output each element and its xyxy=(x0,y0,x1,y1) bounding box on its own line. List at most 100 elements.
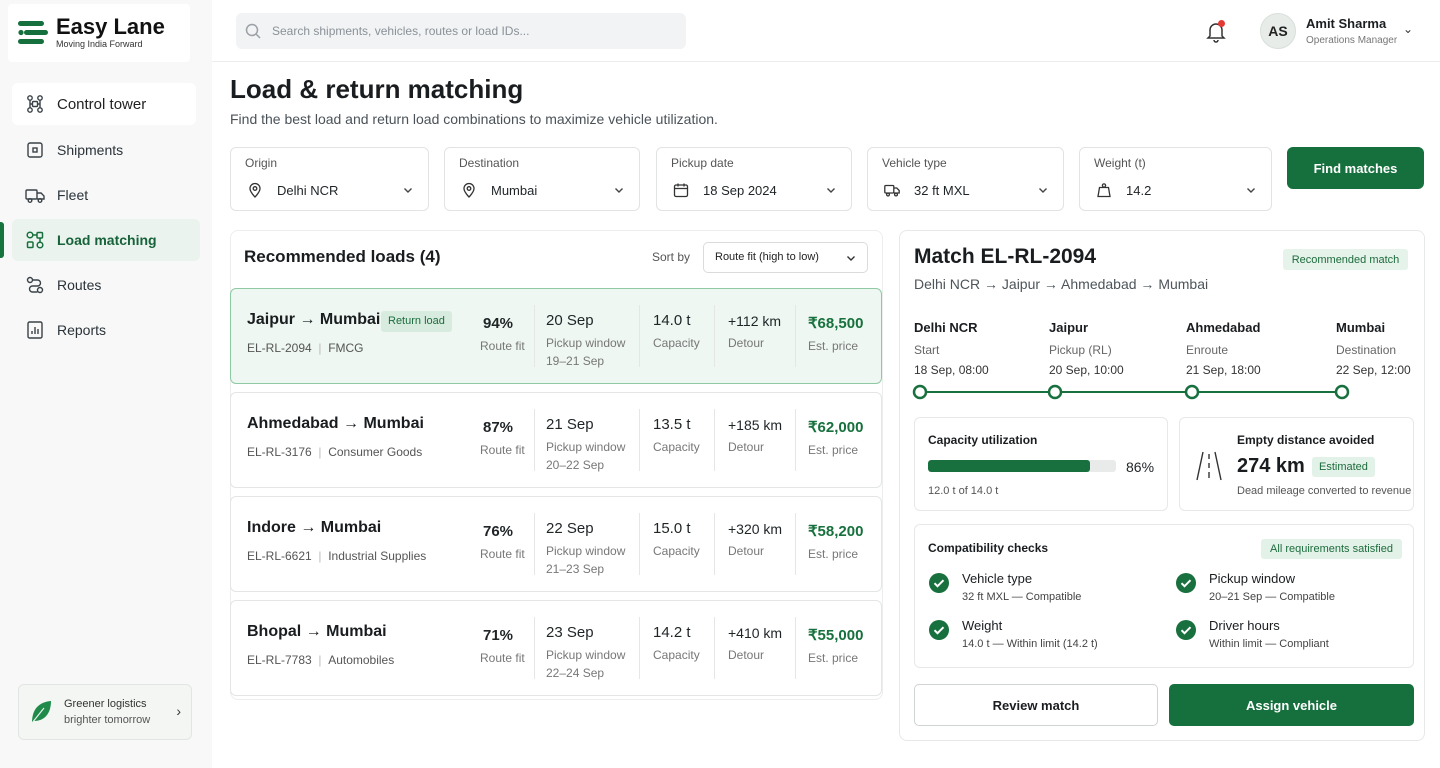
check-circle-icon xyxy=(1176,573,1196,593)
load-card[interactable]: Jaipur → Mumbai Return load EL-RL-2094 |… xyxy=(230,288,882,384)
weight-label: Weight (t) xyxy=(1094,156,1146,170)
brand-name: Easy Lane xyxy=(56,14,165,39)
chevron-down-icon xyxy=(615,188,623,193)
check-label: Driver hours xyxy=(1209,618,1280,633)
sidebar-item-shipments[interactable]: Shipments xyxy=(12,129,200,171)
weight-select[interactable]: Weight (t) 14.2 xyxy=(1079,147,1272,211)
assign-vehicle-button[interactable]: Assign vehicle xyxy=(1169,684,1414,726)
sidebar-item-label: Routes xyxy=(57,277,102,293)
page-subtitle: Find the best load and return load combi… xyxy=(230,111,718,127)
route-fit-label: Route fit xyxy=(480,443,525,457)
origin-select[interactable]: Origin Delhi NCR xyxy=(230,147,429,211)
box-icon xyxy=(24,139,46,161)
user-name[interactable]: Amit Sharma xyxy=(1306,16,1387,31)
detour-label: Detour xyxy=(728,648,765,662)
sidebar-item-label: Fleet xyxy=(57,187,89,203)
timeline-node xyxy=(1047,384,1063,400)
destination-select[interactable]: Destination Mumbai xyxy=(444,147,640,211)
leaf-icon xyxy=(31,701,51,724)
check-value: Within limit — Compliant xyxy=(1209,638,1329,650)
sidebar-item-load-matching[interactable]: Load matching xyxy=(12,219,200,261)
route-fit-value: 87% xyxy=(483,419,514,436)
sidebar-item-routes[interactable]: Routes xyxy=(12,264,200,306)
green-logistics-card[interactable]: Greener logistics brighter tomorrow › xyxy=(18,684,192,740)
capacity-value: 14.2 t xyxy=(653,624,691,641)
sidebar-item-reports[interactable]: Reports xyxy=(12,309,200,351)
divider xyxy=(534,409,535,471)
timeline-stop: Ahmedabad Enroute 21 Sep, 18:00 xyxy=(1186,320,1261,377)
promo-line-2: brighter tomorrow xyxy=(64,714,151,726)
match-route: Delhi NCR → Jaipur → Ahmedabad → Mumbai xyxy=(914,276,1209,292)
load-route: Ahmedabad → Mumbai xyxy=(247,415,424,432)
capacity-detail: 12.0 t of 14.0 t xyxy=(928,485,999,497)
estimated-badge: Estimated xyxy=(1312,457,1375,477)
capacity-value: 14.0 t xyxy=(653,312,691,329)
load-card[interactable]: Ahmedabad → Mumbai EL-RL-3176 | Consumer… xyxy=(230,392,882,488)
detour-label: Detour xyxy=(728,544,765,558)
stop-time: 21 Sep, 18:00 xyxy=(1186,363,1261,377)
capacity-utilization-card: Capacity utilization 86% 12.0 t of 14.0 … xyxy=(914,417,1168,511)
brand-tagline: Moving India Forward xyxy=(56,39,143,49)
detour-label: Detour xyxy=(728,336,765,350)
location-pin-icon xyxy=(463,182,475,198)
check-value: 20–21 Sep — Compatible xyxy=(1209,591,1335,603)
est-price-label: Est. price xyxy=(808,339,859,353)
divider xyxy=(639,305,640,367)
capacity-value: 13.5 t xyxy=(653,416,691,433)
divider xyxy=(534,617,535,679)
header-divider xyxy=(212,61,1440,62)
load-card[interactable]: Bhopal → Mumbai EL-RL-7783 | Automobiles… xyxy=(230,600,882,696)
divider xyxy=(714,617,715,679)
stop-role: Destination xyxy=(1336,343,1397,357)
pickup-window-range: 22–24 Sep xyxy=(546,666,605,680)
pickup-date: 21 Sep xyxy=(546,416,594,433)
load-id: EL-RL-6621 | Industrial Supplies xyxy=(247,549,427,563)
empty-distance-card: Empty distance avoided 274 km Estimated … xyxy=(1179,417,1414,511)
stop-role: Pickup (RL) xyxy=(1049,343,1112,357)
detour-value: +320 km xyxy=(728,521,783,537)
sidebar-item-control-tower[interactable]: Control tower xyxy=(12,83,196,125)
sort-select[interactable]: Route fit (high to low) xyxy=(703,242,868,273)
load-card[interactable]: Indore → Mumbai EL-RL-6621 | Industrial … xyxy=(230,496,882,592)
stop-role: Start xyxy=(914,343,940,357)
truck-icon xyxy=(24,184,46,206)
brand[interactable]: Easy Lane Moving India Forward xyxy=(8,4,190,62)
location-pin-icon xyxy=(249,182,261,198)
page-title: Load & return matching xyxy=(230,74,524,104)
stop-name: Ahmedabad xyxy=(1186,320,1261,335)
find-matches-button[interactable]: Find matches xyxy=(1287,147,1424,189)
empty-distance-detail: Dead mileage converted to revenue xyxy=(1237,485,1412,497)
avatar[interactable]: AS xyxy=(1260,13,1296,49)
vehicle-type-value: 32 ft MXL xyxy=(914,183,970,198)
divider xyxy=(714,513,715,575)
network-icon xyxy=(24,93,46,115)
pickup-window-label: Pickup window xyxy=(546,544,626,558)
destination-value: Mumbai xyxy=(491,183,538,198)
capacity-progress-bar xyxy=(928,460,1116,472)
capacity-value: 15.0 t xyxy=(653,520,691,537)
detour-value: +112 km xyxy=(728,313,782,329)
stop-time: 22 Sep, 12:00 xyxy=(1336,363,1411,377)
promo-line-1: Greener logistics xyxy=(64,698,147,710)
active-indicator xyxy=(0,222,4,258)
pickup-date-select[interactable]: Pickup date 18 Sep 2024 xyxy=(656,147,852,211)
capacity-percent: 86% xyxy=(1126,459,1155,475)
sidebar-item-fleet[interactable]: Fleet xyxy=(12,174,200,216)
compatibility-checks-card: Compatibility checks All requirements sa… xyxy=(914,524,1414,668)
road-icon xyxy=(1196,451,1222,481)
divider xyxy=(639,513,640,575)
pickup-window-range: 20–22 Sep xyxy=(546,458,605,472)
search-icon xyxy=(245,23,261,39)
search-input[interactable]: Search shipments, vehicles, routes or lo… xyxy=(236,13,686,49)
vehicle-type-label: Vehicle type xyxy=(882,156,947,170)
chevron-down-icon[interactable]: ⌄ xyxy=(1403,22,1414,36)
vehicle-type-select[interactable]: Vehicle type 32 ft MXL xyxy=(867,147,1064,211)
divider xyxy=(714,409,715,471)
all-satisfied-badge: All requirements satisfied xyxy=(1261,539,1402,559)
user-role: Operations Manager xyxy=(1306,35,1398,46)
review-match-button[interactable]: Review match xyxy=(914,684,1158,726)
stop-name: Jaipur xyxy=(1049,320,1089,335)
stop-time: 20 Sep, 10:00 xyxy=(1049,363,1124,377)
origin-value: Delhi NCR xyxy=(277,183,339,198)
detour-value: +410 km xyxy=(728,625,783,641)
